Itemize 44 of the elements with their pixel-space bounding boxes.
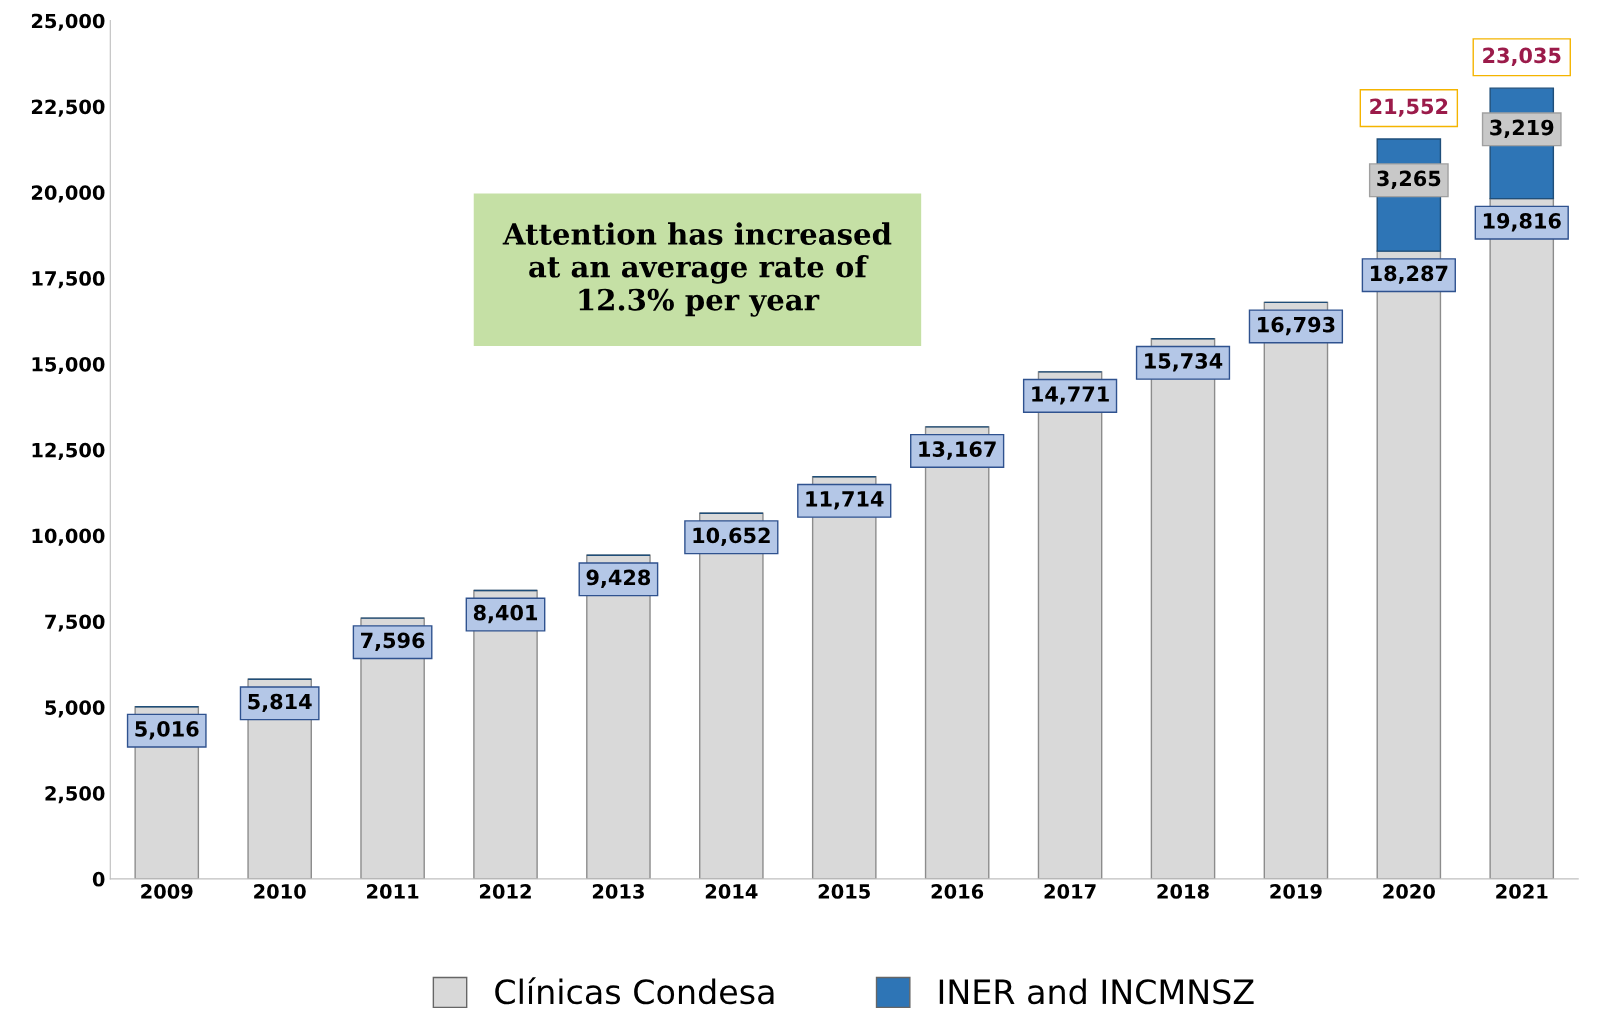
- x-tick-label: 2015: [818, 884, 870, 899]
- legend-label: Clínicas Condesa: [495, 977, 774, 1005]
- x-tick-label: 2019: [1270, 884, 1322, 899]
- x-tick-label: 2017: [1044, 884, 1096, 899]
- annotation: Attention has increased at an average rate of 12.3% per year: [502, 222, 892, 317]
- data-label: 10,652: [693, 527, 770, 546]
- y-tick-label: 25,000: [31, 13, 105, 31]
- data-label: 5,814: [248, 693, 312, 713]
- data-label: 11,714: [806, 491, 884, 510]
- y-tick-label: 2,500: [45, 786, 105, 804]
- data-label: 13,167: [919, 441, 996, 460]
- x-tick-label: 2009: [141, 884, 193, 899]
- x-tick-label: 2012: [479, 884, 531, 899]
- x-tick-label: 2014: [705, 884, 758, 899]
- data-label: 14,771: [1032, 386, 1109, 405]
- data-label: 18,287: [1370, 265, 1448, 284]
- y-tick-label: 7,500: [45, 614, 105, 632]
- y-tick-label: 17,500: [32, 271, 105, 289]
- y-tick-label: 10,000: [32, 528, 105, 546]
- data-label: 16,793: [1258, 316, 1335, 336]
- y-tick-label: 5,000: [45, 700, 105, 718]
- x-tick-label: 2020: [1383, 884, 1435, 899]
- x-tick-label: 2021: [1496, 884, 1548, 899]
- x-tick-label: 2018: [1157, 884, 1209, 899]
- data-label: 7,596: [361, 632, 425, 651]
- data-label: 5,016: [135, 721, 199, 740]
- total-label: 21,552: [1370, 98, 1448, 117]
- y-tick-label: 15,000: [32, 356, 105, 375]
- y-tick-label: 20,000: [31, 185, 105, 203]
- x-tick-label: 2011: [367, 884, 419, 899]
- data-label: 3,265: [1377, 170, 1441, 189]
- total-label: 23,035: [1483, 47, 1561, 66]
- data-label: 3,219: [1490, 119, 1554, 139]
- x-tick-label: 2010: [254, 884, 306, 899]
- x-tick-label: 2013: [592, 884, 644, 899]
- data-label: 15,734: [1145, 353, 1223, 372]
- legend-label: INER and INCMNSZ: [939, 978, 1254, 1005]
- y-tick-label: 12,500: [32, 442, 105, 460]
- data-label: 19,816: [1483, 212, 1561, 232]
- y-tick-label: 0: [92, 871, 105, 887]
- y-tick-label: 22,500: [31, 99, 105, 117]
- x-tick-label: 2016: [931, 884, 984, 899]
- data-label: 9,428: [586, 569, 651, 588]
- data-label: 8,401: [473, 604, 538, 624]
